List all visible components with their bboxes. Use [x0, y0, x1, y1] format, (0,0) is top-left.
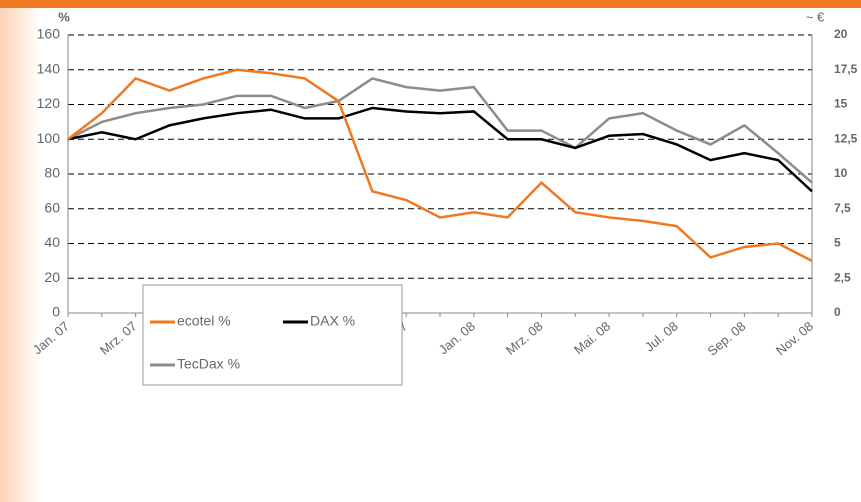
legend-label: TecDax %: [177, 356, 240, 372]
line-series: [67, 68, 813, 262]
y2-axis-unit: ~ €: [806, 9, 825, 24]
x-tick-label: Mai. 08: [571, 318, 613, 357]
line-series: [67, 77, 813, 184]
legend-box: [142, 284, 403, 386]
y2-tick-label: 12,5: [834, 131, 858, 145]
x-tick-label: Jan. 07: [30, 318, 72, 357]
y2-tick-label: 5: [834, 236, 841, 250]
y2-tick-label: 20: [834, 27, 848, 41]
y-tick-label: 160: [37, 26, 61, 42]
y2-tick-label: 17,5: [834, 62, 858, 76]
y-tick-label: 20: [44, 269, 60, 285]
y2-tick-label: 0: [834, 305, 841, 319]
x-tick-label: Jul. 08: [642, 318, 681, 354]
y-tick-label: 80: [44, 165, 60, 181]
x-tick-label: Mrz. 07: [97, 318, 140, 357]
y2-tick-label: 2,5: [834, 270, 851, 284]
y-tick-label: 0: [52, 304, 60, 320]
y-axis-unit: %: [58, 9, 70, 24]
y-tick-label: 100: [37, 130, 61, 146]
x-tick-label: Nov. 08: [773, 318, 816, 358]
legend-label: DAX %: [310, 313, 355, 329]
x-tick-label: Sep. 08: [705, 318, 749, 358]
x-tick-label: Jan. 08: [436, 318, 478, 357]
x-tick-label: Mrz. 08: [503, 318, 546, 357]
y2-tick-label: 7,5: [834, 201, 851, 215]
y-tick-label: 140: [37, 60, 61, 76]
y-tick-label: 60: [44, 199, 60, 215]
y2-tick-label: 15: [834, 97, 848, 111]
y-tick-label: 40: [44, 234, 60, 250]
line-series: [67, 106, 813, 193]
y2-tick-label: 10: [834, 166, 848, 180]
legend-label: ecotel %: [177, 313, 231, 329]
y-tick-label: 120: [37, 95, 61, 111]
top-bar: [0, 0, 861, 8]
